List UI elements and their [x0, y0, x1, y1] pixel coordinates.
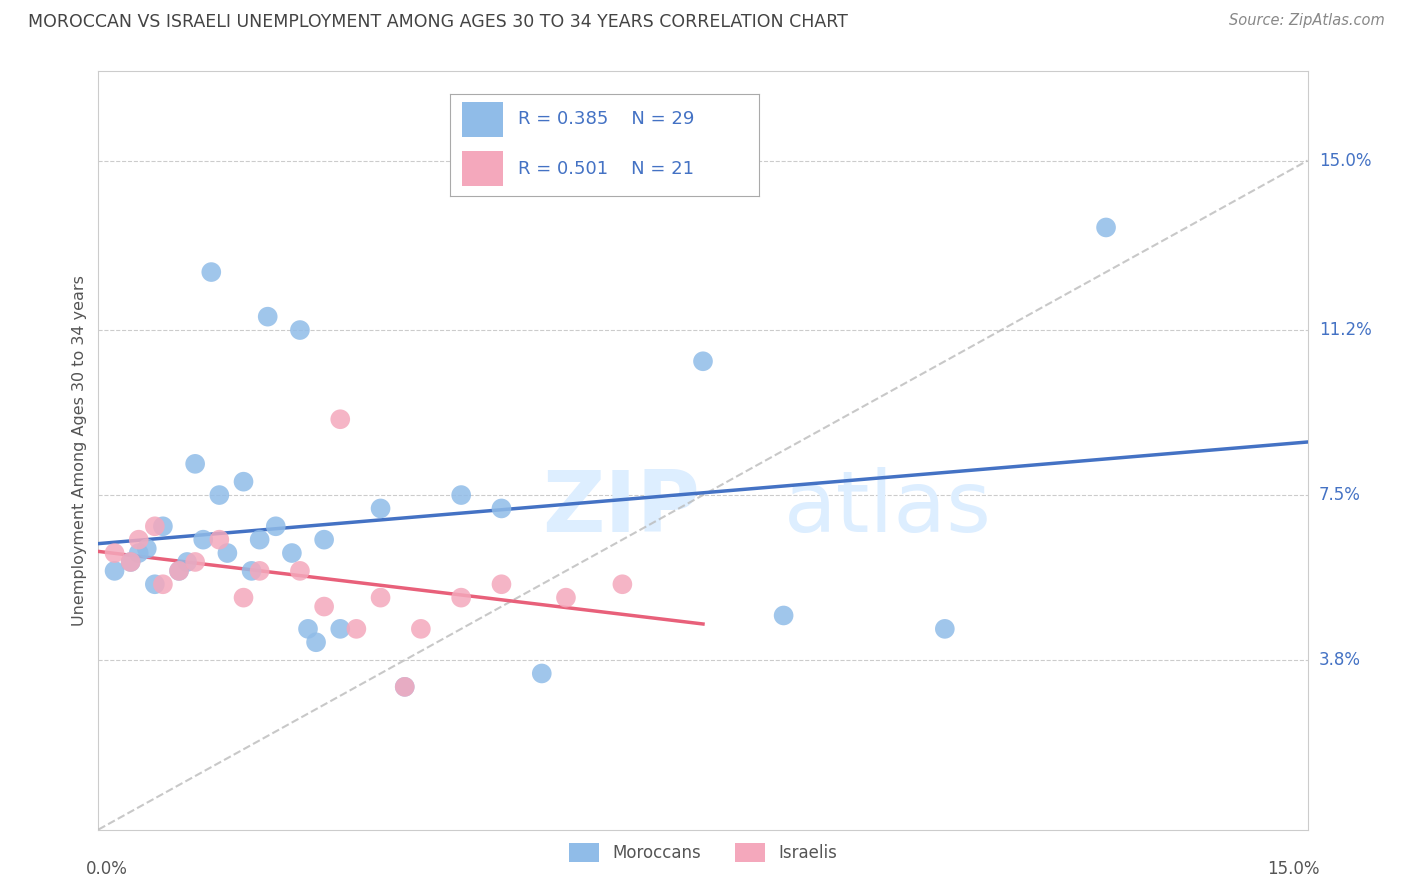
Point [103, 564, 125, 578]
Text: 15.0%: 15.0% [1267, 860, 1320, 878]
Point [370, 591, 392, 605]
Point [491, 501, 513, 516]
Point [450, 591, 472, 605]
Point [394, 680, 416, 694]
Text: 0.0%: 0.0% [86, 860, 128, 878]
Point [297, 622, 319, 636]
Point [555, 591, 578, 605]
Text: Source: ZipAtlas.com: Source: ZipAtlas.com [1229, 13, 1385, 29]
Point [256, 310, 278, 324]
Point [329, 622, 352, 636]
Bar [463, 102, 502, 136]
Text: atlas: atlas [783, 467, 991, 550]
Point [491, 577, 513, 591]
Point [152, 519, 174, 533]
Point [450, 488, 472, 502]
Text: 3.8%: 3.8% [1319, 651, 1361, 669]
Text: R = 0.385    N = 29: R = 0.385 N = 29 [517, 111, 695, 128]
Point [167, 564, 190, 578]
Point [249, 533, 271, 547]
Y-axis label: Unemployment Among Ages 30 to 34 years: Unemployment Among Ages 30 to 34 years [72, 275, 87, 626]
Point [370, 501, 392, 516]
Point [208, 533, 231, 547]
Point [232, 591, 254, 605]
Text: R = 0.501    N = 21: R = 0.501 N = 21 [517, 160, 695, 178]
Point [314, 533, 336, 547]
Point [530, 666, 553, 681]
Text: MOROCCAN VS ISRAELI UNEMPLOYMENT AMONG AGES 30 TO 34 YEARS CORRELATION CHART: MOROCCAN VS ISRAELI UNEMPLOYMENT AMONG A… [28, 13, 848, 31]
Text: ZIP: ZIP [541, 467, 700, 550]
Point [120, 555, 142, 569]
Point [135, 541, 157, 556]
Point [200, 265, 222, 279]
Point [288, 564, 311, 578]
Text: 11.2%: 11.2% [1319, 321, 1371, 339]
Point [934, 622, 956, 636]
Point [143, 577, 166, 591]
Point [232, 475, 254, 489]
Point [143, 519, 166, 533]
Point [264, 519, 287, 533]
Point [692, 354, 714, 368]
Point [128, 546, 150, 560]
Point [1095, 220, 1118, 235]
Point [329, 412, 352, 426]
Point [409, 622, 432, 636]
Point [193, 533, 215, 547]
Point [305, 635, 328, 649]
Point [394, 680, 416, 694]
Point [344, 622, 367, 636]
Point [128, 533, 150, 547]
Point [176, 555, 198, 569]
Point [249, 564, 271, 578]
Point [288, 323, 311, 337]
Text: 15.0%: 15.0% [1319, 152, 1371, 169]
Point [217, 546, 239, 560]
Point [281, 546, 304, 560]
Point [184, 555, 207, 569]
Point [612, 577, 634, 591]
Point [772, 608, 794, 623]
Text: 7.5%: 7.5% [1319, 486, 1361, 504]
Point [167, 564, 190, 578]
Point [184, 457, 207, 471]
Legend: Moroccans, Israelis: Moroccans, Israelis [561, 835, 845, 871]
Point [314, 599, 336, 614]
Point [208, 488, 231, 502]
Point [240, 564, 263, 578]
Bar [463, 151, 502, 186]
Point [120, 555, 142, 569]
Point [152, 577, 174, 591]
Point [103, 546, 125, 560]
